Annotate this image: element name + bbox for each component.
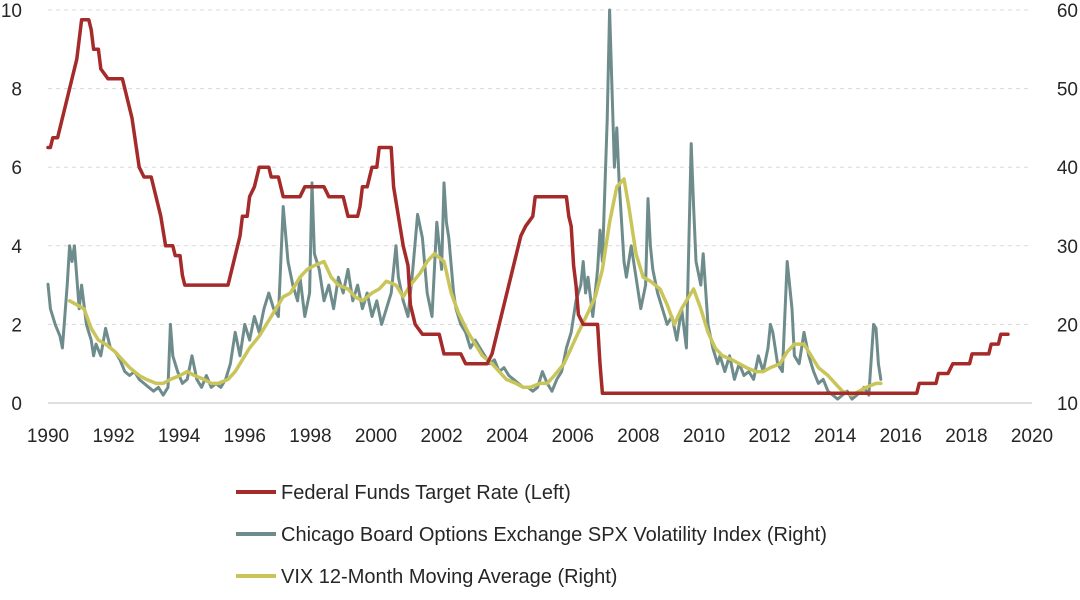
y-right-tick-label: 20 [1057,315,1078,336]
x-tick-label: 2004 [486,426,529,447]
y-left-tick-label: 6 [11,158,22,179]
y-axis-right-ticks: 10 20 30 40 50 60 [1057,1,1078,415]
vix-moving-average-line [67,177,883,397]
grid-lines [48,9,1032,404]
x-tick-label: 1990 [27,426,69,447]
vix-line [46,8,883,401]
y-right-tick-label: 30 [1057,237,1078,258]
x-tick-label: 2002 [420,426,462,447]
y-right-tick-label: 40 [1057,158,1078,179]
legend-vix-ma-label: VIX 12-Month Moving Average (Right) [281,566,617,588]
x-tick-label: 2006 [552,426,594,447]
series-lines [46,8,1010,401]
x-tick-label: 2000 [355,426,397,447]
x-tick-label: 2010 [683,426,725,447]
y-right-tick-label: 60 [1057,1,1078,22]
x-tick-label: 2008 [617,426,659,447]
y-left-tick-label: 4 [11,237,22,258]
fed-funds-line [46,18,1010,395]
x-tick-label: 2016 [880,426,922,447]
x-axis-ticks: 1990 1992 1994 1996 1998 2000 2002 2004 2006 2008… [27,426,1053,447]
y-right-tick-label: 50 [1057,80,1078,101]
y-axis-left-ticks: 0 2 4 6 8 10 [1,1,23,415]
y-left-tick-label: 8 [11,80,22,101]
y-right-tick-label: 10 [1057,394,1078,415]
y-left-tick-label: 2 [11,315,22,336]
y-left-tick-label: 10 [1,1,22,22]
legend-fed-funds-label: Federal Funds Target Rate (Left) [281,482,571,504]
x-tick-label: 2020 [1011,426,1053,447]
x-tick-label: 1994 [158,426,201,447]
legend-vix-label: Chicago Board Options Exchange SPX Volat… [281,524,827,546]
x-tick-label: 1998 [289,426,331,447]
x-tick-label: 1996 [224,426,266,447]
legend: Federal Funds Target Rate (Left) Chicago … [236,482,827,588]
x-tick-label: 2012 [748,426,790,447]
x-tick-label: 2018 [945,426,987,447]
y-left-tick-label: 0 [11,394,22,415]
x-tick-label: 1992 [92,426,134,447]
x-tick-label: 2014 [814,426,857,447]
